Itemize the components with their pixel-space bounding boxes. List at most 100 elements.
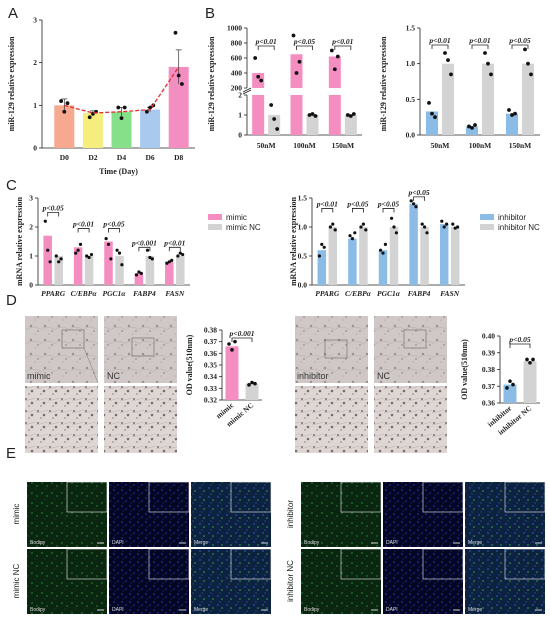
chart-c2-point [445, 222, 449, 226]
chart-a-point [119, 116, 124, 121]
chart-a-ytick-label: 3 [33, 16, 37, 25]
chart-c1-point [54, 254, 58, 258]
oil-red-o-mimic-nc-image: NC [104, 316, 177, 383]
fluorescence-grid: Bodipy DAPI Merge mimic Bodipy DAPI Merge mimic… [12, 481, 546, 614]
chart-b1-bar-lower [290, 95, 303, 135]
chart-c1-point [106, 242, 111, 246]
chart-b2-bracket [471, 44, 489, 49]
image-label-mimic: mimic [27, 371, 51, 381]
chart-b2-point [427, 101, 431, 105]
channel-label: Merge [194, 607, 208, 613]
chart-b1-bracket [334, 45, 352, 50]
channel-label: DAPI [386, 607, 398, 613]
oil-red-o-inhibitor-nc-zoom-image [374, 386, 447, 453]
chart-d1-ytick-label: 0.33 [204, 384, 217, 393]
chart-b2-point [526, 61, 530, 66]
chart-d1-ylabel: OD value(510nm) [185, 334, 194, 395]
chart-b1-point [335, 54, 340, 59]
chart-c1-point [134, 273, 139, 277]
chart-c2-pvalue: p<0.05 [408, 188, 430, 197]
chart-c2-point [392, 225, 396, 229]
chart-c1-point [165, 261, 169, 265]
chart-b1-pvalue: p<0.05 [293, 37, 315, 46]
panel-label-b: B [205, 5, 215, 22]
chart-c1-pvalue: p<0.05 [42, 204, 64, 213]
chart-c2-xtick-label: C/EBPα [345, 289, 372, 298]
chart-c1-xtick-label: FASN [165, 289, 184, 298]
image-label-nc: NC [107, 371, 120, 381]
chart-d1-point [247, 383, 251, 387]
chart-d1-point [233, 339, 237, 344]
chart-c1-bracket [138, 246, 151, 252]
chart-b2-point [483, 51, 487, 55]
chart-b2-point [467, 124, 471, 129]
chart-c1-point [115, 248, 119, 252]
row-label-left: mimic [12, 504, 21, 525]
chart-b2-ytick-label: 0.5 [406, 95, 416, 104]
chart-c2-bar [420, 227, 429, 285]
chart-c2-ytick-label: 1.0 [298, 223, 308, 232]
chart-b2-point [513, 111, 517, 116]
chart-b1-point [345, 113, 350, 117]
chart-c1-pvalue: p<0.01 [163, 238, 185, 247]
chart-a-xtick-label: D6 [146, 153, 155, 162]
chart-a-point [180, 82, 184, 86]
chart-c2-point [442, 225, 446, 229]
panel-label-c: C [6, 177, 17, 194]
chart-c1-xtick-label: FABP4 [133, 289, 156, 298]
chart-c1-xtick-label: PGC1α [103, 289, 127, 298]
row-label-left: mimic NC [12, 563, 21, 598]
chart-c1-point [109, 257, 113, 261]
oil-red-o-mimic-image: mimic [25, 316, 99, 384]
chart-c2-point [320, 242, 324, 246]
chart-a-point [173, 30, 178, 35]
chart-b1-point [351, 112, 356, 116]
chart-a-point [62, 109, 67, 114]
chart-d1-point [230, 348, 234, 352]
chart-c2-pvalue: p<0.05 [377, 199, 399, 208]
chart-b1-point [332, 67, 337, 72]
chart-b1-bar-lower [328, 95, 341, 135]
chart-d2-ytick-label: 0.37 [482, 382, 495, 391]
chart-c1-bar [145, 256, 155, 285]
chart-d1-bracket [231, 337, 253, 342]
chart-a-bar [82, 113, 103, 148]
image-label-nc-2: NC [377, 371, 390, 381]
chart-c2-point [379, 248, 383, 252]
chart-c1-point [59, 257, 63, 261]
chart-c1-legend-swatch [208, 224, 222, 230]
channel-label: Bodipy [30, 607, 46, 613]
chart-c1-ylabel: mRNA relative expression [15, 196, 24, 286]
chart-a-ytick-label: 0 [33, 144, 37, 153]
chart-c2-point [409, 199, 413, 203]
chart-c1-point [178, 251, 182, 255]
chart-c1-pvalue: p<0.05 [102, 219, 124, 228]
image-label-inhibitor: inhibitor [297, 371, 329, 381]
chart-b2-xtick-label: 150nM [509, 141, 532, 150]
chart-d2-point [531, 357, 535, 362]
chart-b1-point [307, 113, 312, 117]
chart-b1-xtick-label: 150nM [332, 141, 355, 150]
chart-c2-point [364, 228, 368, 232]
oil-red-o-mimic-zoom-image [25, 386, 98, 453]
chart-a-bar [54, 105, 75, 148]
chart-a-ytick-label: 2 [33, 58, 37, 67]
chart-c2-bracket [352, 208, 364, 213]
chart-b1-xtick-label: 100nM [293, 141, 316, 150]
chart-c2-point [359, 225, 363, 229]
chart-d1-point [253, 381, 257, 386]
chart-b2-pvalue: p<0.05 [508, 36, 530, 45]
chart-a-bar [140, 109, 161, 148]
chart-a-xtick-label: D0 [60, 153, 69, 162]
chart-b1-xtick-label: 50nM [257, 141, 276, 150]
chart-d1-ytick-label: 0.35 [204, 361, 217, 370]
chart-c1-ytick-label: 0 [29, 281, 33, 290]
chart-b2-point [486, 61, 490, 66]
chart-d2-ytick-label: 0.36 [482, 399, 495, 408]
channel-label: Bodipy [304, 607, 320, 613]
chart-b1-ytick-label: 200 [231, 84, 243, 93]
panel-label-a: A [8, 5, 18, 22]
channel-label: DAPI [386, 540, 398, 546]
chart-c1-xtick-label: PPARG [41, 289, 66, 298]
